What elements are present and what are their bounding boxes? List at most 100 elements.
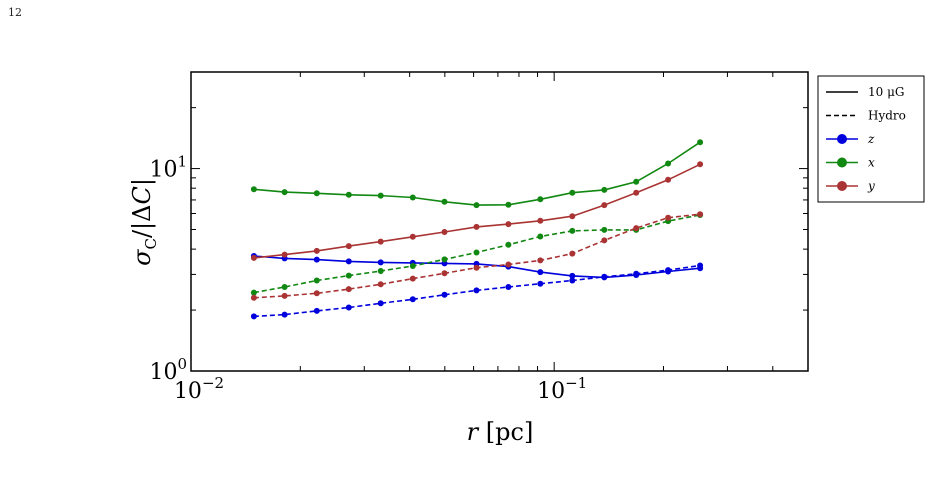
data-point-x-10uG	[601, 186, 608, 193]
data-point-x-hydro	[313, 277, 320, 284]
data-point-y-10uG	[665, 176, 672, 183]
legend-label: z	[867, 132, 875, 146]
data-point-x-10uG	[665, 160, 672, 167]
data-point-y-10uG	[345, 243, 352, 250]
data-point-x-hydro	[537, 233, 544, 240]
data-point-y-10uG	[250, 254, 257, 261]
data-point-y-hydro	[601, 237, 608, 244]
data-point-y-hydro	[697, 211, 704, 218]
data-point-x-hydro	[281, 284, 288, 290]
data-point-x-10uG	[250, 186, 257, 193]
tick-base: 10	[537, 379, 565, 404]
legend-label: 10 μG	[868, 85, 904, 99]
data-point-y-10uG	[601, 202, 608, 209]
data-point-z-hydro	[313, 307, 320, 314]
data-point-y-hydro	[441, 270, 448, 277]
data-point-z-hydro	[569, 277, 576, 284]
data-point-z-10uG	[569, 272, 576, 279]
data-point-x-10uG	[537, 196, 544, 203]
data-point-y-10uG	[409, 233, 416, 240]
data-point-y-10uG	[697, 161, 704, 168]
data-point-z-hydro	[473, 287, 480, 294]
data-point-y-hydro	[473, 264, 480, 271]
data-point-x-10uG	[377, 192, 384, 199]
data-point-y-hydro	[633, 225, 640, 232]
legend-entries: 10 μG Hydro zxy	[826, 85, 906, 193]
data-point-y-hydro	[281, 292, 288, 299]
data-point-x-10uG	[345, 191, 352, 198]
legend-marker	[837, 157, 847, 168]
data-point-x-hydro	[345, 272, 352, 279]
tick-exponent: −2	[202, 374, 224, 392]
data-point-x-10uG	[505, 201, 512, 208]
y-axis-title-sub: C	[142, 238, 160, 249]
tick-exponent: 0	[177, 355, 187, 373]
x-axis-title-symbol: r	[467, 418, 480, 446]
data-point-x-10uG	[633, 178, 640, 185]
data-point-y-hydro	[345, 286, 352, 293]
data-point-x-10uG	[473, 202, 480, 209]
plot-frame	[190, 71, 809, 372]
legend-label: Hydro	[868, 109, 906, 123]
x-axis-title: r [pc]	[467, 418, 534, 446]
series-line-y-10uG	[253, 163, 701, 259]
y-tick-label: 100	[149, 355, 187, 385]
data-point-y-hydro	[377, 281, 384, 288]
data-point-x-hydro	[441, 256, 448, 263]
data-point-y-hydro	[313, 290, 320, 297]
data-point-x-hydro	[601, 226, 608, 233]
data-point-x-10uG	[281, 189, 288, 196]
y-tick-label: 101	[149, 153, 187, 183]
data-point-z-hydro	[409, 296, 416, 303]
data-point-y-10uG	[633, 189, 640, 196]
data-point-z-hydro	[665, 267, 672, 274]
data-point-y-10uG	[473, 223, 480, 230]
data-point-z-hydro	[250, 313, 257, 320]
data-point-x-hydro	[377, 268, 384, 274]
data-point-y-hydro	[537, 257, 544, 264]
data-point-x-hydro	[250, 289, 257, 296]
legend-marker	[837, 134, 847, 144]
data-point-x-hydro	[409, 263, 416, 269]
data-point-z-hydro	[441, 291, 448, 298]
legend: 10 μG Hydro zxy	[817, 75, 925, 203]
data-point-y-10uG	[505, 221, 512, 228]
data-point-y-hydro	[569, 250, 576, 257]
page-number: 12	[8, 6, 22, 19]
data-point-z-10uG	[345, 258, 352, 265]
data-point-y-hydro	[250, 294, 257, 301]
data-point-z-hydro	[537, 280, 544, 287]
legend-label: x	[868, 156, 875, 170]
data-point-y-10uG	[281, 251, 288, 258]
data-point-z-hydro	[377, 300, 384, 307]
data-point-z-hydro	[697, 262, 704, 269]
series-group	[250, 139, 704, 320]
axis-ticks	[190, 71, 809, 372]
data-point-z-hydro	[505, 284, 512, 290]
data-point-x-hydro	[569, 227, 576, 234]
data-point-z-hydro	[601, 273, 608, 280]
data-point-x-10uG	[409, 194, 416, 201]
data-point-x-hydro	[505, 241, 512, 248]
series-line-x-10uG	[253, 141, 701, 206]
tick-exponent: 1	[177, 153, 187, 171]
data-point-y-10uG	[537, 217, 544, 224]
data-point-z-hydro	[281, 311, 288, 318]
x-axis-title-unit: [pc]	[486, 418, 534, 446]
y-axis-title-c: C	[128, 186, 156, 204]
data-point-y-10uG	[313, 247, 320, 254]
data-point-x-10uG	[313, 190, 320, 197]
data-point-x-10uG	[697, 139, 704, 146]
data-point-x-10uG	[569, 189, 576, 196]
data-point-y-hydro	[505, 261, 512, 268]
data-point-z-10uG	[537, 269, 544, 276]
data-point-y-10uG	[569, 213, 576, 220]
tick-exponent: −1	[565, 374, 587, 392]
legend-label: y	[867, 179, 875, 193]
data-point-y-hydro	[665, 214, 672, 221]
data-point-x-10uG	[441, 198, 448, 205]
y-axis-title: σC/|ΔC|	[128, 178, 160, 266]
data-point-z-10uG	[313, 256, 320, 263]
